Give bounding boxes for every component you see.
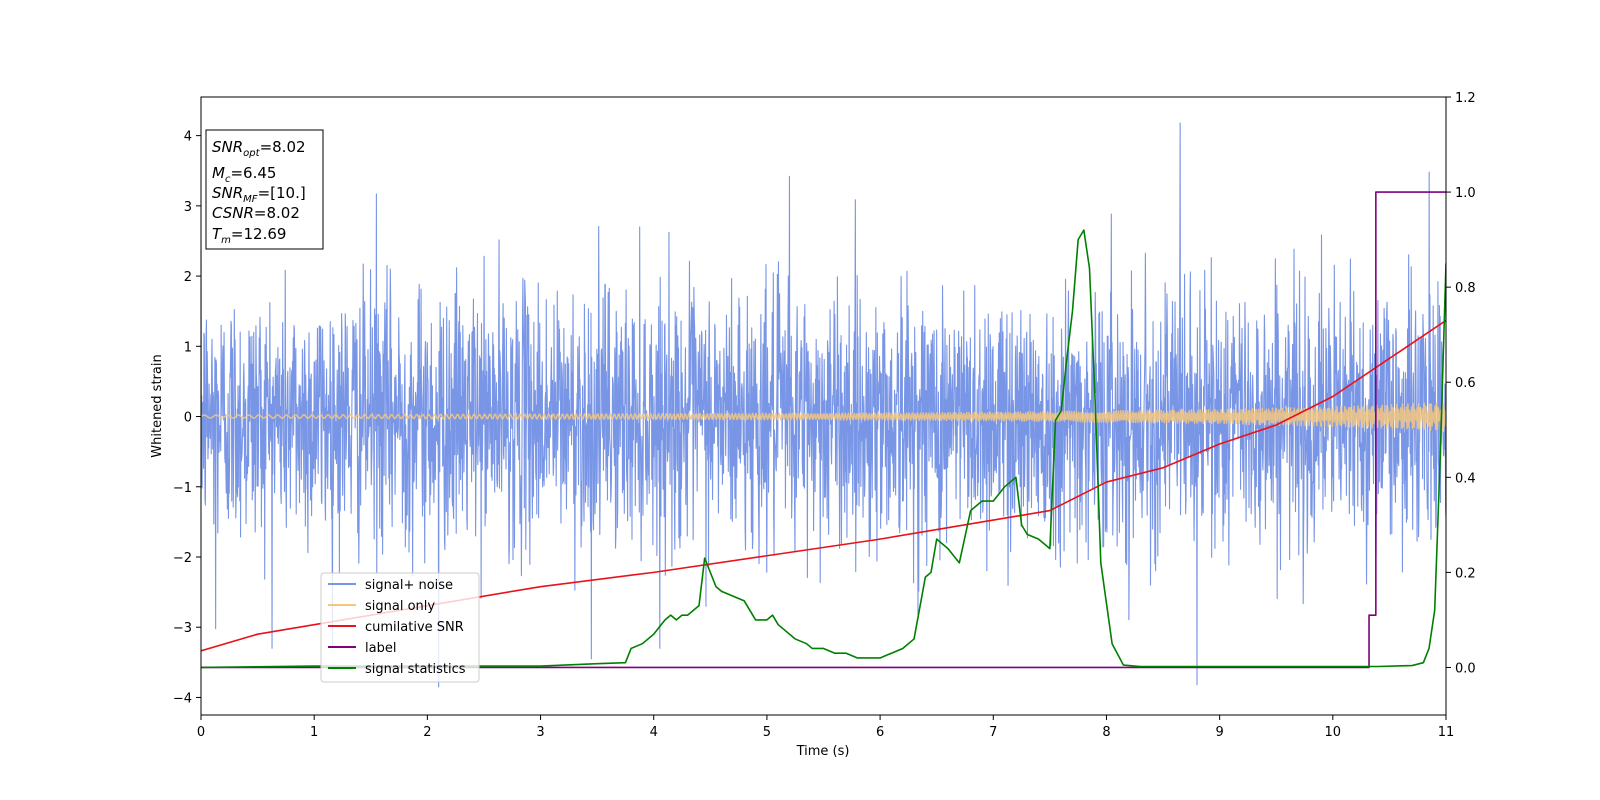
legend-label: signal statistics xyxy=(365,662,466,677)
legend-label: label xyxy=(365,641,396,656)
x-tick-label: 6 xyxy=(876,725,884,740)
legend-label: cumilative SNR xyxy=(365,620,464,635)
y2-tick-label: 1.0 xyxy=(1455,186,1476,201)
y2-tick-label: 0.8 xyxy=(1455,281,1476,296)
x-tick-label: 1 xyxy=(310,725,318,740)
y-axis-right: 0.0 0.2 0.4 0.6 0.8 1.0 1.2 xyxy=(1446,91,1476,676)
x-tick-label: 9 xyxy=(1215,725,1223,740)
info-line: SNRMF=[10.] xyxy=(212,184,306,205)
x-tick-label: 2 xyxy=(423,725,431,740)
legend: signal+ noise signal only cumilative SNR la… xyxy=(320,572,480,683)
y2-tick-label: 1.2 xyxy=(1455,91,1476,106)
y2-tick-label: 0.0 xyxy=(1455,661,1476,676)
y2-tick-label: 0.6 xyxy=(1455,376,1476,391)
x-tick-label: 3 xyxy=(536,725,544,740)
x-tick-label: 7 xyxy=(989,725,997,740)
series-line-0 xyxy=(201,122,1446,688)
x-tick-label: 10 xyxy=(1325,725,1342,740)
legend-label: signal only xyxy=(365,599,435,614)
y2-tick-label: 0.2 xyxy=(1455,566,1476,581)
info-line: Mc=6.45 xyxy=(212,164,276,185)
x-tick-label: 0 xyxy=(197,725,205,740)
y-tick-label: −4 xyxy=(173,691,192,706)
y-axis-title: Whitened strain xyxy=(150,354,165,457)
plot-frame xyxy=(200,96,1447,716)
x-tick-label: 4 xyxy=(650,725,658,740)
y-axis-left: −4 −3 −2 −1 0 1 2 3 4 xyxy=(173,130,201,706)
y-tick-label: −2 xyxy=(173,551,192,566)
series-line-4 xyxy=(201,229,1446,669)
x-tick-label: 8 xyxy=(1102,725,1110,740)
y-tick-label: 4 xyxy=(184,130,192,145)
info-line: SNRopt=8.02 xyxy=(212,138,306,159)
x-tick-label: 11 xyxy=(1438,725,1455,740)
info-box-frame xyxy=(205,129,324,250)
info-line: Tm=12.69 xyxy=(212,225,286,246)
y-tick-label: 1 xyxy=(184,340,192,355)
legend-label: signal+ noise xyxy=(365,578,453,593)
y-tick-label: −3 xyxy=(173,621,192,636)
x-axis-title: Time (s) xyxy=(796,744,850,759)
y-tick-label: 0 xyxy=(184,411,192,426)
x-tick-label: 5 xyxy=(763,725,771,740)
y-tick-label: −1 xyxy=(173,481,192,496)
y2-tick-label: 0.4 xyxy=(1455,471,1476,486)
x-axis: 0 1 2 3 4 5 6 7 8 9 10 11 xyxy=(197,715,1454,740)
y-tick-label: 2 xyxy=(184,270,192,285)
series-line-1 xyxy=(201,402,1446,432)
series-line-3 xyxy=(201,191,1446,669)
info-line: CSNR=8.02 xyxy=(212,204,300,222)
legend-frame xyxy=(320,572,480,683)
y-tick-label: 3 xyxy=(184,200,192,215)
